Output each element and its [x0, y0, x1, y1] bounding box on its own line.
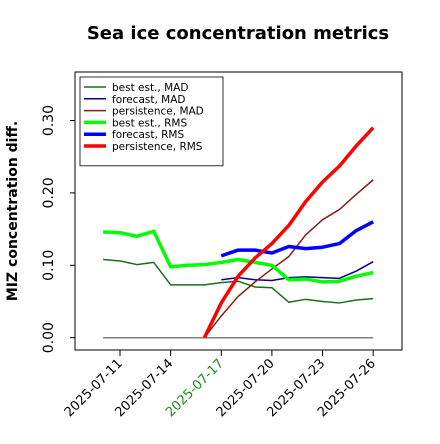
- y-tick-label: 0.00: [41, 322, 57, 353]
- series-line: [202, 126, 375, 339]
- series-line: [221, 261, 374, 282]
- series-line: [203, 179, 374, 339]
- legend-label: forecast, RMS: [112, 129, 184, 141]
- y-tick-label: 0.10: [41, 250, 57, 281]
- legend-label: forecast, MAD: [112, 94, 185, 106]
- plot-frame: [74, 71, 403, 351]
- series-line: [103, 258, 374, 304]
- y-tick-label: 0.30: [41, 105, 57, 136]
- legend-label: persistence, MAD: [112, 106, 204, 118]
- y-tick-label: 0.20: [41, 177, 57, 208]
- series-line: [103, 229, 374, 284]
- series-line: [220, 220, 374, 258]
- chart-title: Sea ice concentration metrics: [87, 23, 389, 44]
- legend-label: persistence, RMS: [112, 141, 203, 153]
- legend-label: best est., RMS: [112, 117, 187, 129]
- legend-label: best est., MAD: [112, 82, 188, 94]
- y-axis-label: MIZ concentration diff.: [5, 121, 21, 301]
